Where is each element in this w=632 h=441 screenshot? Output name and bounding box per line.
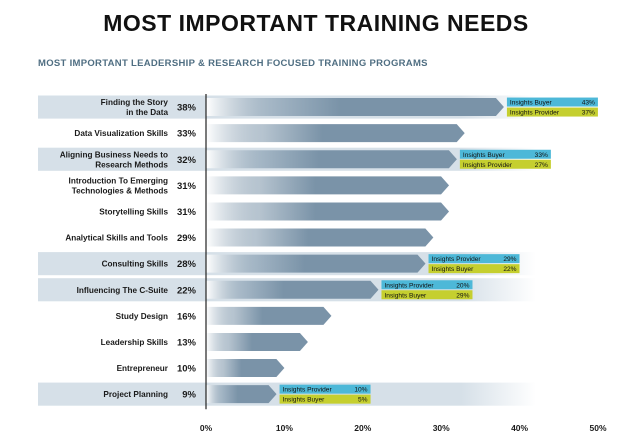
callout-label: Insights Provider <box>510 110 560 117</box>
x-tick-label: 10% <box>276 423 293 433</box>
callout-box <box>506 107 598 117</box>
callout-box <box>279 394 371 404</box>
value-label: 29% <box>177 233 197 244</box>
bar <box>206 98 504 117</box>
value-label: 31% <box>177 181 197 192</box>
callout-box <box>428 264 520 274</box>
callout-value: 20% <box>456 282 469 289</box>
bar <box>206 176 450 195</box>
callout-label: Insights Provider <box>384 282 434 289</box>
x-tick-label: 50% <box>589 423 606 433</box>
bar <box>206 228 434 247</box>
bar <box>206 254 426 273</box>
x-tick-label: 0% <box>200 423 213 433</box>
bar <box>206 385 277 404</box>
category-label: Storytelling Skills <box>99 207 168 216</box>
value-label: 31% <box>177 207 197 218</box>
value-label: 16% <box>177 311 197 322</box>
callout-value: 27% <box>535 162 548 169</box>
category-label: Study Design <box>116 312 168 321</box>
bar <box>206 306 332 325</box>
callout-label: Insights Buyer <box>463 152 506 159</box>
chart-title: MOST IMPORTANT TRAINING NEEDS <box>103 10 529 36</box>
callout-value: 29% <box>456 292 469 299</box>
callout-value: 33% <box>535 152 548 159</box>
bar <box>206 150 457 169</box>
callout-value: 29% <box>503 256 516 263</box>
callout-box <box>279 384 371 394</box>
bar <box>206 124 465 143</box>
x-tick-label: 30% <box>433 423 450 433</box>
value-label: 33% <box>177 129 197 140</box>
callout-box <box>459 159 551 169</box>
x-tick-label: 40% <box>511 423 528 433</box>
category-label: Finding the Story in the Data <box>101 98 169 117</box>
bar <box>206 359 285 378</box>
callout-value: 5% <box>358 397 368 404</box>
value-label: 10% <box>177 364 197 375</box>
callout-label: Insights Buyer <box>432 266 475 273</box>
category-label: Analytical Skills and Tools <box>65 234 168 243</box>
chart-subtitle: MOST IMPORTANT LEADERSHIP & RESEARCH FOC… <box>38 58 428 69</box>
category-label: Data Visualization Skills <box>74 129 168 138</box>
callout-label: Insights Provider <box>432 256 482 263</box>
callout-value: 22% <box>503 266 516 273</box>
callout-box <box>428 254 520 264</box>
value-label: 9% <box>182 390 196 401</box>
callout-value: 43% <box>582 100 595 107</box>
value-label: 28% <box>177 259 197 270</box>
callout-box <box>381 280 473 290</box>
bar <box>206 202 450 221</box>
callout-value: 37% <box>582 110 595 117</box>
bar <box>206 332 308 351</box>
category-label: Leadership Skills <box>101 338 169 347</box>
value-label: 22% <box>177 285 197 296</box>
callout-label: Insights Provider <box>463 162 513 169</box>
category-label: Introduction To Emerging Technologies & M… <box>69 176 169 195</box>
callout-box <box>381 290 473 300</box>
x-tick-label: 20% <box>354 423 371 433</box>
callout-box <box>506 97 598 107</box>
value-label: 38% <box>177 103 197 114</box>
callout-label: Insights Buyer <box>283 397 326 404</box>
category-label: Entrepreneur <box>117 364 169 373</box>
value-label: 32% <box>177 155 197 166</box>
row-band <box>38 382 536 406</box>
value-label: 13% <box>177 337 197 348</box>
callout-box <box>459 149 551 159</box>
category-label: Aligning Business Needs to Research Metho… <box>60 150 169 169</box>
callout-label: Insights Buyer <box>384 292 427 299</box>
category-label: Consulting Skills <box>102 260 169 269</box>
callout-label: Insights Provider <box>283 387 333 394</box>
callout-label: Insights Buyer <box>510 100 553 107</box>
bar <box>206 280 379 299</box>
category-label: Project Planning <box>103 390 168 399</box>
callout-value: 10% <box>354 387 367 394</box>
category-label: Influencing The C-Suite <box>77 286 169 295</box>
